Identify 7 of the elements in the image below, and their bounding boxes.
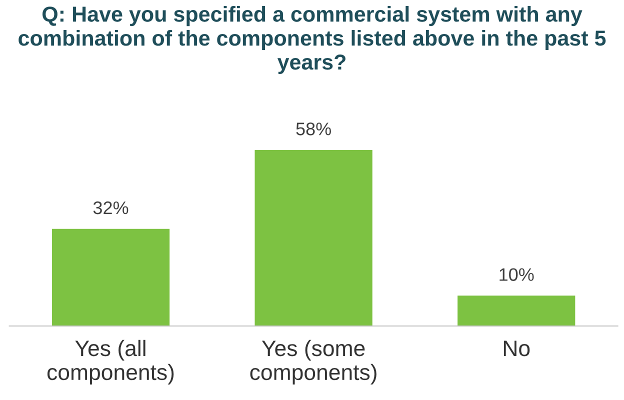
x-tick-label: No (504, 340, 530, 356)
data-label: 10% (500, 268, 534, 281)
data-label: 58% (296, 122, 331, 136)
data-label: 32% (93, 201, 128, 214)
x-tick-label: Yes (some components) (250, 340, 376, 385)
chart-title: Q: Have you specified a commercial system with any combination of the components listed above in the past 5 years? (18, 6, 606, 74)
x-tick-label: Yes (all components) (47, 340, 174, 385)
